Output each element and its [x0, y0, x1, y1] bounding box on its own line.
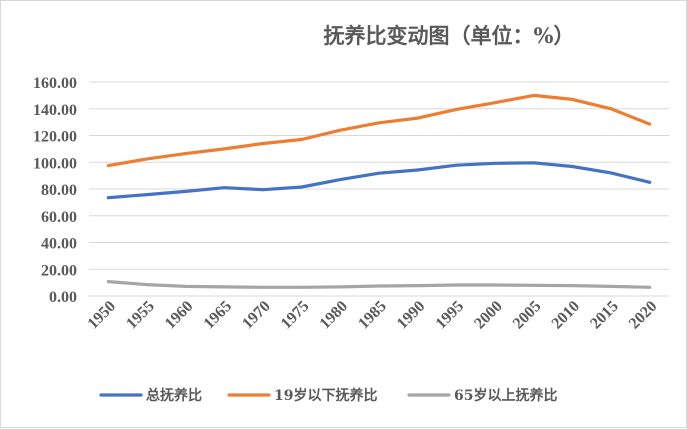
data-point — [261, 285, 265, 289]
x-tick-label: 1960 — [162, 298, 197, 333]
data-point — [493, 101, 497, 105]
y-tick-label: 0.00 — [49, 289, 77, 306]
data-point — [145, 193, 149, 197]
data-point — [493, 283, 497, 287]
data-point — [145, 283, 149, 286]
legend-label: 65岁以上抚养比 — [454, 387, 557, 404]
x-tick-label: 2010 — [549, 298, 584, 333]
chart-title: 抚养比变动图（单位：%） — [324, 23, 575, 48]
series-line-1 — [106, 93, 652, 168]
series-line-0 — [106, 161, 652, 200]
data-point — [184, 190, 188, 193]
x-tick-label: 1975 — [278, 298, 313, 333]
data-point — [222, 186, 226, 190]
data-point — [184, 285, 188, 288]
series-lines — [106, 93, 652, 289]
data-point — [648, 285, 652, 289]
data-point — [377, 121, 381, 125]
data-point — [532, 283, 536, 287]
y-tick-label: 100.00 — [33, 155, 77, 172]
x-tick-label: 2005 — [510, 298, 545, 333]
data-point — [532, 94, 536, 97]
x-tick-label: 1995 — [433, 298, 468, 333]
x-tick-label: 2000 — [471, 298, 506, 333]
data-point — [184, 152, 188, 156]
y-axis-ticks: 0.00 20.00 40.00 60.00 80.00 100.00 120.00 140.… — [33, 75, 77, 306]
data-point — [145, 157, 149, 161]
data-point — [222, 147, 226, 151]
y-tick-label: 140.00 — [33, 102, 77, 119]
data-point — [493, 161, 497, 165]
data-point — [570, 165, 574, 168]
y-tick-label: 20.00 — [41, 262, 77, 279]
data-point — [300, 185, 304, 189]
x-tick-label: 1985 — [355, 298, 390, 333]
x-tick-label: 1955 — [123, 298, 158, 333]
data-point — [338, 285, 342, 289]
x-axis-ticks: 1950 1955 1960 1965 1970 1975 1980 1985 1990 1995… — [85, 298, 661, 333]
legend-label: 19岁以下抚养比 — [274, 387, 377, 404]
data-point — [261, 142, 265, 145]
data-point — [377, 171, 381, 175]
data-point — [338, 128, 342, 132]
y-tick-label: 120.00 — [33, 129, 77, 146]
data-point — [377, 284, 381, 288]
data-point — [532, 161, 536, 165]
data-point — [454, 108, 458, 111]
data-point — [222, 285, 226, 289]
legend: 总抚养比 19岁以下抚养比 65岁以上抚养比 — [99, 387, 557, 404]
y-tick-label: 160.00 — [33, 75, 77, 92]
data-point — [609, 171, 613, 175]
x-tick-label: 1950 — [85, 298, 120, 333]
data-point — [648, 122, 652, 126]
data-point — [261, 188, 265, 192]
y-tick-label: 80.00 — [41, 182, 77, 199]
data-point — [570, 98, 574, 101]
x-tick-label: 2015 — [587, 298, 622, 333]
data-point — [570, 284, 574, 287]
data-point — [609, 285, 613, 288]
data-point — [454, 283, 458, 287]
x-tick-label: 1970 — [239, 298, 274, 333]
x-tick-label: 2020 — [626, 298, 661, 333]
y-tick-label: 40.00 — [41, 236, 77, 253]
gridlines — [89, 81, 669, 297]
data-point — [454, 163, 458, 167]
y-tick-label: 60.00 — [41, 209, 77, 226]
data-point — [106, 196, 110, 200]
data-point — [338, 178, 342, 182]
data-point — [106, 164, 110, 168]
data-point — [300, 138, 304, 141]
x-tick-label: 1965 — [201, 298, 236, 333]
data-point — [416, 284, 420, 287]
legend-label: 总抚养比 — [146, 387, 202, 404]
x-tick-label: 1990 — [394, 298, 429, 333]
data-point — [648, 180, 652, 184]
data-point — [106, 280, 110, 283]
data-point — [416, 116, 420, 120]
x-tick-label: 1980 — [317, 298, 352, 333]
data-point — [416, 168, 420, 172]
data-point — [609, 107, 613, 111]
data-point — [300, 285, 304, 289]
